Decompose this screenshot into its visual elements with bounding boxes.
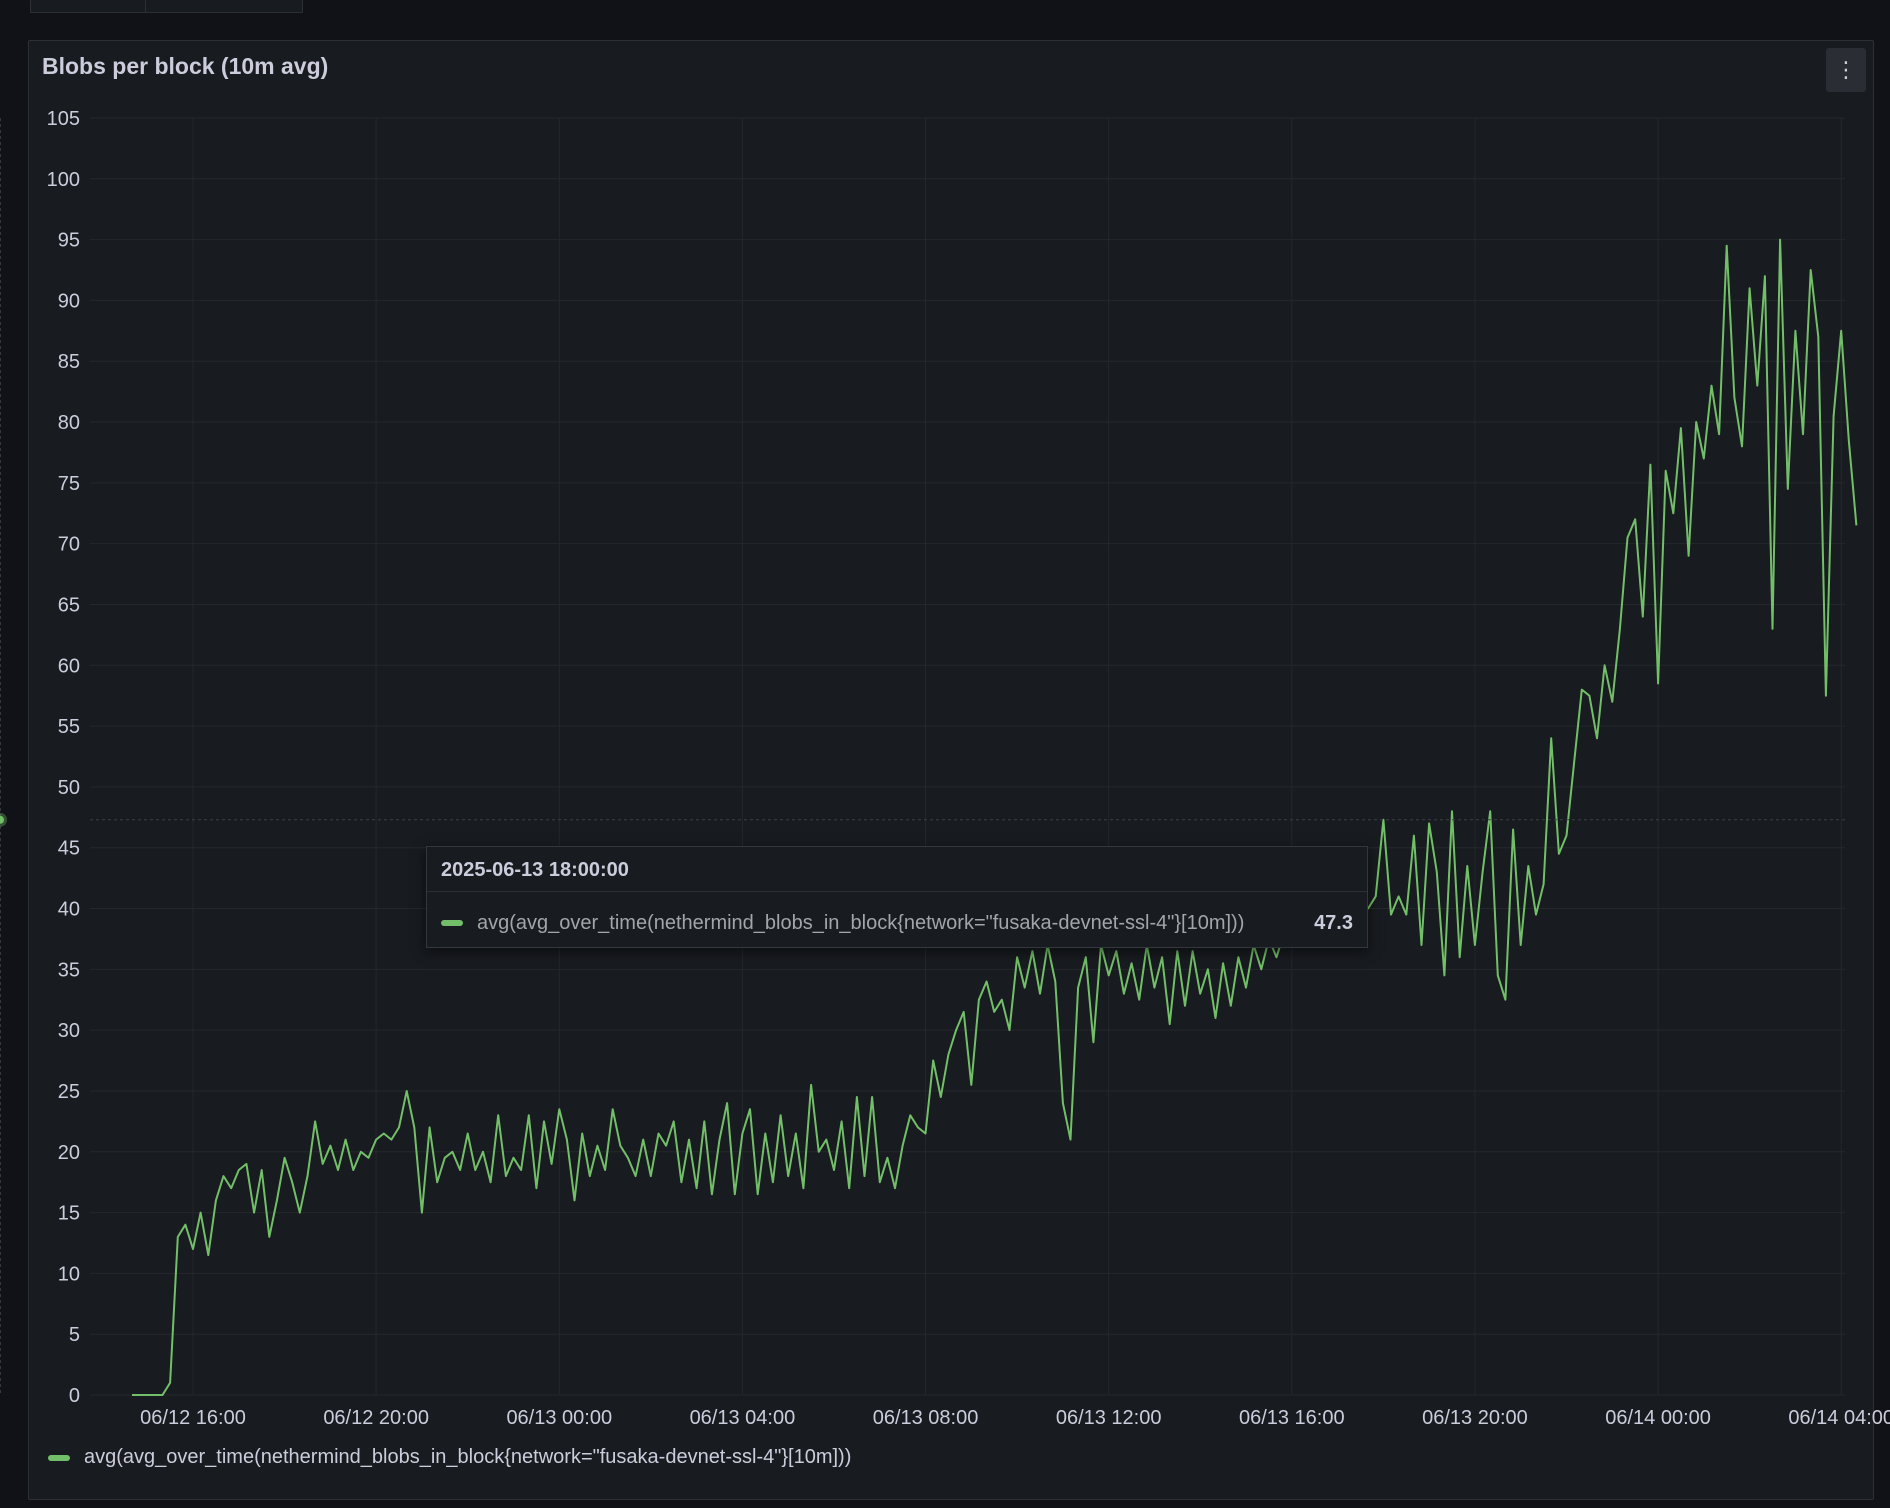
- tooltip-series-swatch: [441, 920, 463, 926]
- tooltip-series-row: avg(avg_over_time(nethermind_blobs_in_bl…: [441, 909, 1353, 937]
- y-tick-label: 80: [58, 412, 80, 434]
- y-tick-label: 55: [58, 716, 80, 738]
- y-tick-label: 35: [58, 959, 80, 981]
- hover-tooltip: 2025-06-13 18:00:00 avg(avg_over_time(ne…: [426, 846, 1368, 948]
- y-tick-label: 70: [58, 534, 80, 556]
- x-tick-label: 06/13 08:00: [873, 1407, 979, 1429]
- y-tick-label: 25: [58, 1081, 80, 1103]
- x-tick-label: 06/12 20:00: [323, 1407, 429, 1429]
- y-tick-label: 105: [47, 108, 80, 130]
- tooltip-series-value: 47.3: [1314, 911, 1353, 934]
- y-tick-label: 10: [58, 1263, 80, 1285]
- tooltip-divider: [427, 891, 1367, 892]
- x-tick-label: 06/13 12:00: [1056, 1407, 1162, 1429]
- x-tick-label: 06/13 16:00: [1239, 1407, 1345, 1429]
- legend-swatch: [48, 1454, 70, 1461]
- x-tick-label: 06/14 04:00: [1788, 1407, 1890, 1429]
- y-tick-label: 30: [58, 1020, 80, 1042]
- y-tick-label: 20: [58, 1142, 80, 1164]
- y-tick-label: 95: [58, 230, 80, 252]
- chart-panel: Blobs per block (10m avg) ⋮: [28, 40, 1874, 1500]
- y-tick-label: 5: [69, 1324, 80, 1346]
- panel-title: Blobs per block (10m avg): [42, 53, 329, 79]
- top-tab-right[interactable]: [146, 0, 303, 13]
- x-tick-label: 06/13 00:00: [506, 1407, 612, 1429]
- y-tick-label: 45: [58, 838, 80, 860]
- top-tab-left[interactable]: [30, 0, 146, 13]
- top-tabs: [30, 0, 303, 14]
- y-tick-label: 75: [58, 473, 80, 495]
- x-tick-label: 06/13 04:00: [690, 1407, 796, 1429]
- y-tick-label: 65: [58, 594, 80, 616]
- y-tick-label: 0: [69, 1385, 80, 1407]
- legend-item[interactable]: avg(avg_over_time(nethermind_blobs_in_bl…: [48, 1446, 851, 1469]
- y-tick-label: 15: [58, 1203, 80, 1225]
- legend-label: avg(avg_over_time(nethermind_blobs_in_bl…: [84, 1446, 852, 1468]
- y-tick-label: 85: [58, 351, 80, 373]
- x-tick-label: 06/12 16:00: [140, 1407, 246, 1429]
- x-tick-label: 06/13 20:00: [1422, 1407, 1528, 1429]
- y-tick-label: 50: [58, 777, 80, 799]
- y-tick-label: 40: [58, 899, 80, 921]
- hover-point: [0, 815, 4, 824]
- tooltip-timestamp: 2025-06-13 18:00:00: [441, 859, 629, 881]
- x-tick-label: 06/14 00:00: [1605, 1407, 1711, 1429]
- y-tick-label: 60: [58, 655, 80, 677]
- kebab-menu-icon[interactable]: ⋮: [1826, 48, 1866, 92]
- y-tick-label: 100: [47, 169, 80, 191]
- series-line: [132, 238, 1858, 1396]
- tooltip-series-name: avg(avg_over_time(nethermind_blobs_in_bl…: [477, 911, 1245, 934]
- y-tick-label: 90: [58, 290, 80, 312]
